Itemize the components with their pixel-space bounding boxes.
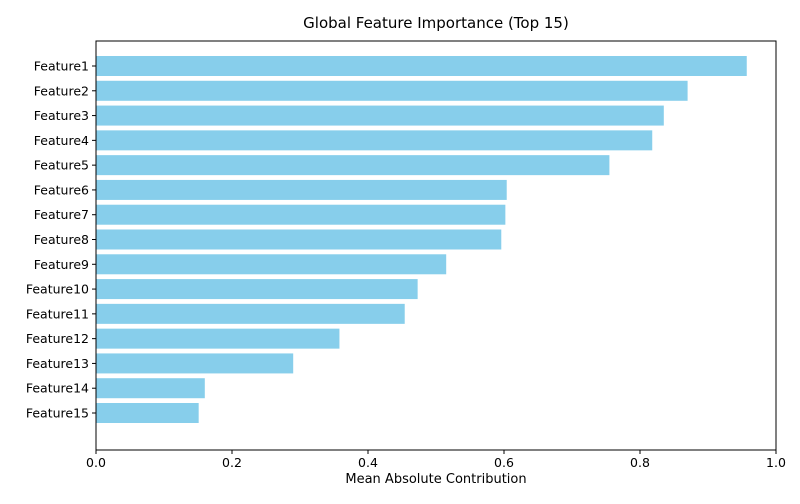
y-tick-label: Feature9: [34, 257, 89, 272]
bar-feature8: [96, 229, 502, 250]
y-tick-label: Feature3: [34, 108, 89, 123]
y-tick-label: Feature13: [26, 356, 89, 371]
x-tick-label: 0.8: [630, 455, 650, 470]
y-tick-label: Feature15: [26, 406, 89, 421]
y-tick-label: Feature8: [34, 232, 89, 247]
plot-frame: [95, 40, 777, 451]
y-tick-label: Feature6: [34, 182, 89, 197]
y-tick-label: Feature5: [34, 158, 89, 173]
chart-title: Global Feature Importance (Top 15): [303, 14, 569, 32]
y-tick-label: Feature14: [26, 381, 89, 396]
x-axis-ticks: 0.0 0.2 0.4 0.6 0.8 1.0: [86, 450, 786, 470]
y-tick-label: Feature7: [34, 207, 89, 222]
y-tick-label: Feature2: [34, 83, 89, 98]
y-tick-label: Feature4: [34, 133, 89, 148]
bar-feature14: [96, 378, 205, 399]
bar-feature5: [96, 155, 610, 176]
y-tick-label: Feature1: [34, 59, 89, 74]
x-axis-label: Mean Absolute Contribution: [345, 472, 526, 487]
bar-feature2: [96, 80, 688, 101]
bar-feature9: [96, 254, 447, 275]
bar-feature11: [96, 303, 405, 324]
bar-feature1: [96, 56, 747, 76]
bar-feature6: [96, 179, 507, 200]
bars-layer: [96, 56, 747, 423]
y-tick-label: Feature12: [26, 331, 89, 346]
bar-feature13: [96, 353, 294, 374]
x-tick-label: 0.4: [358, 455, 378, 470]
y-tick-label: Feature11: [26, 306, 89, 321]
x-tick-label: 1.0: [766, 455, 786, 470]
bar-feature4: [96, 130, 653, 151]
bar-feature15: [96, 403, 199, 423]
bar-feature12: [96, 328, 340, 349]
x-tick-label: 0.6: [494, 455, 514, 470]
bar-feature3: [96, 105, 664, 126]
bar-feature10: [96, 279, 418, 300]
x-tick-label: 0.2: [222, 455, 242, 470]
y-tick-label: Feature10: [26, 282, 89, 297]
bar-feature7: [96, 204, 506, 225]
y-tick-labels: Feature1 Feature2 Feature3 Feature4 Feature5…: [26, 59, 96, 421]
x-tick-label: 0.0: [86, 455, 106, 470]
